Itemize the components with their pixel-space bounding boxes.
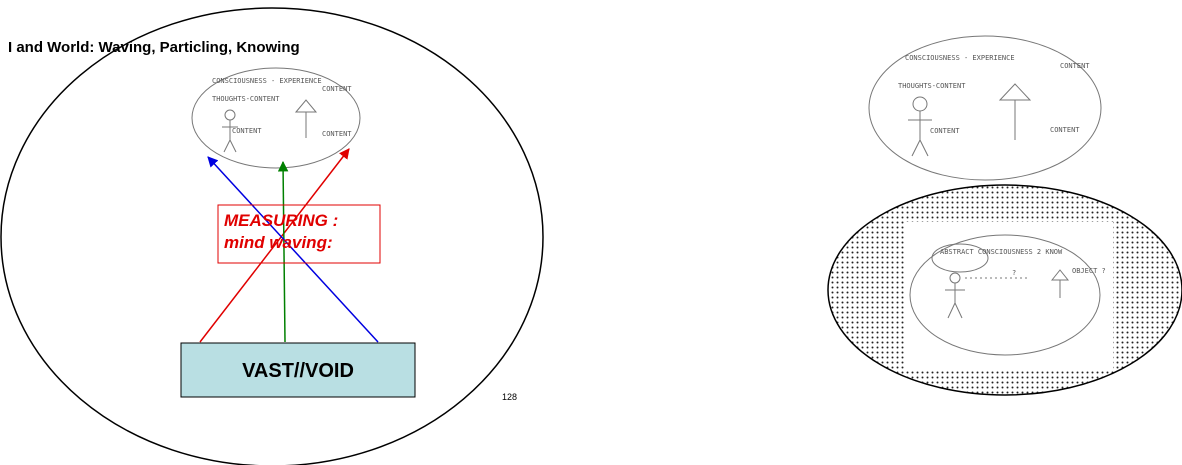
sketch-label: ABSTRACT CONSCIOUSNESS 2 KNOW bbox=[940, 248, 1063, 256]
sketch-label: THOUGHTS-CONTENT bbox=[212, 95, 280, 103]
arrow bbox=[283, 162, 285, 342]
sketch-label: CONTENT bbox=[1050, 126, 1080, 134]
sketch-label: CONTENT bbox=[232, 127, 262, 135]
sketch-label: CONTENT bbox=[1060, 62, 1090, 70]
sketch-label: CONTENT bbox=[322, 85, 352, 93]
measuring-text: mind waving: bbox=[224, 233, 333, 252]
left-sketch: CONSCIOUSNESS - EXPERIENCE THOUGHTS-CONT… bbox=[192, 68, 360, 168]
right-sketch: CONSCIOUSNESS - EXPERIENCE THOUGHTS-CONT… bbox=[869, 36, 1101, 180]
measuring-text: MEASURING : bbox=[224, 211, 338, 230]
sketch-label: CONTENT bbox=[322, 130, 352, 138]
sketch-header: CONSCIOUSNESS - EXPERIENCE bbox=[212, 77, 322, 85]
base-text: VAST//VOID bbox=[242, 360, 354, 382]
sketch-label: ? bbox=[1012, 269, 1016, 277]
sketch-label: CONTENT bbox=[930, 127, 960, 135]
title: I and World: Waving, Particling, Knowing bbox=[8, 39, 300, 56]
sketch-label: OBJECT ? bbox=[1072, 267, 1106, 275]
inner-image bbox=[905, 222, 1113, 370]
sketch-label: THOUGHTS-CONTENT bbox=[898, 82, 966, 90]
slide: CONSCIOUSNESS - EXPERIENCE THOUGHTS-CONT… bbox=[0, 0, 1182, 465]
sketch-header: CONSCIOUSNESS - EXPERIENCE bbox=[905, 54, 1015, 62]
page-number: 128 bbox=[502, 392, 517, 402]
